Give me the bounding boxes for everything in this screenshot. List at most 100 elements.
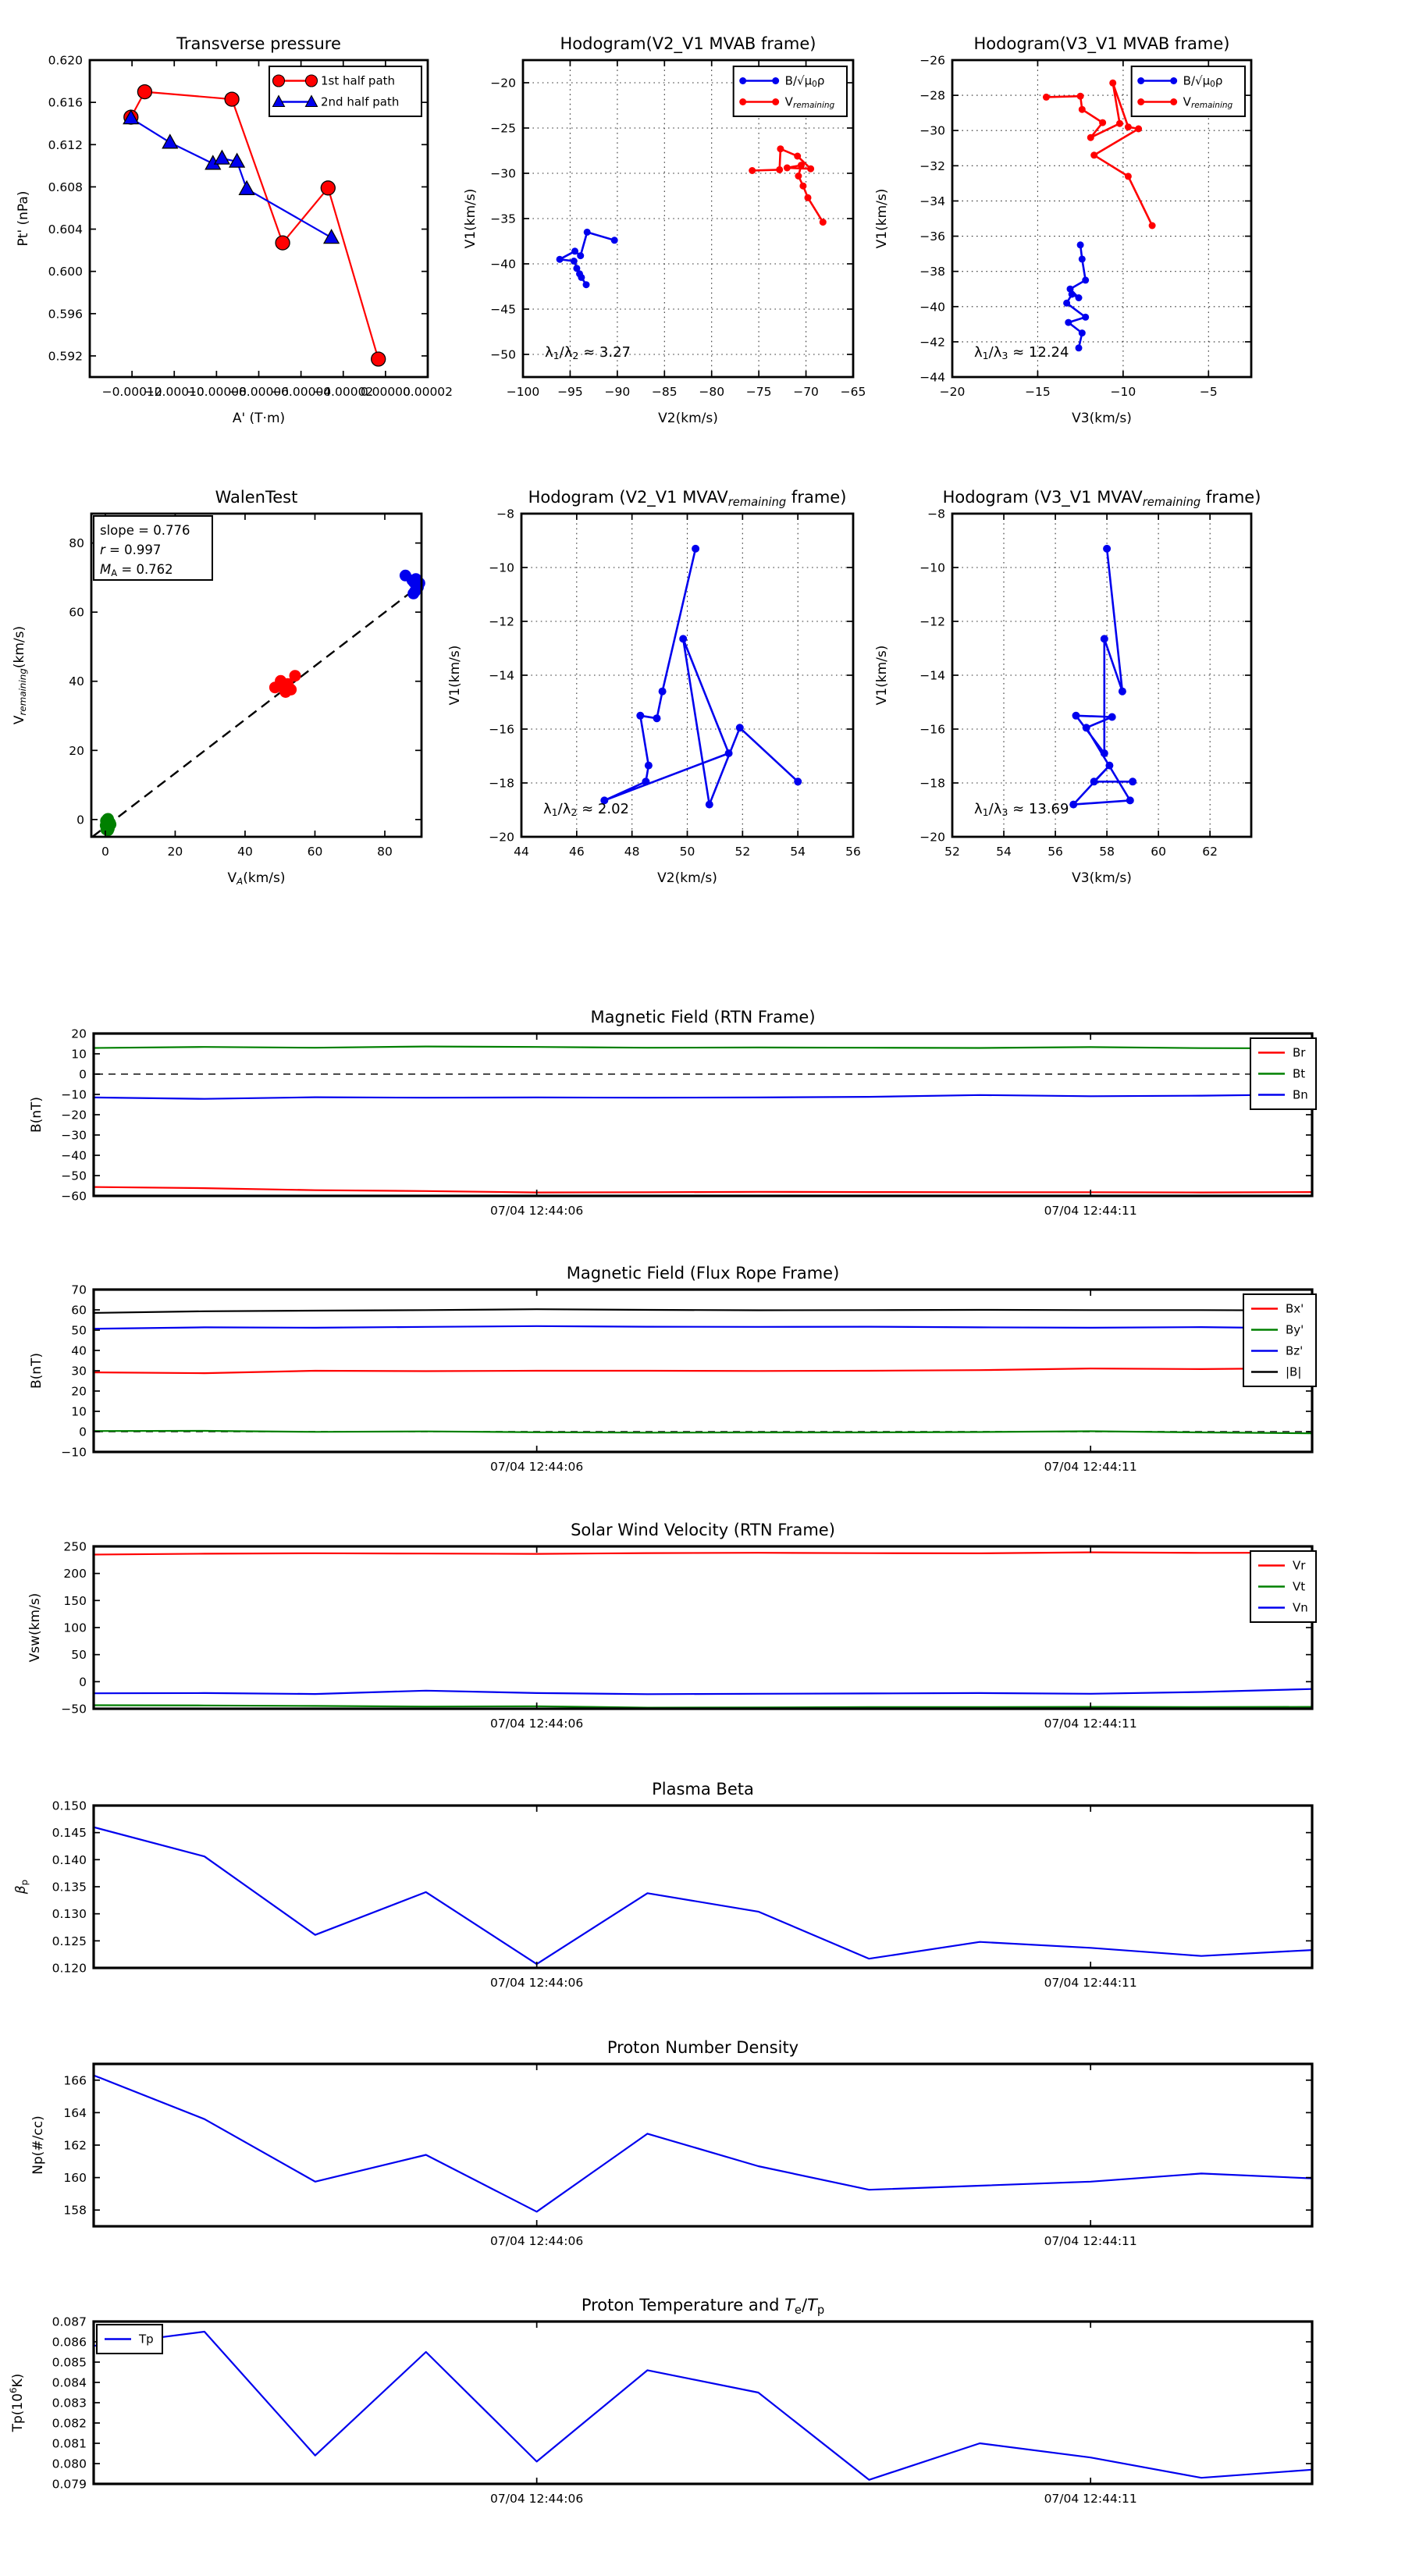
svg-text:−10: −10 <box>61 1446 87 1460</box>
svg-text:B/√μ0ρ: B/√μ0ρ <box>785 74 825 90</box>
svg-text:βp: βp <box>13 1880 30 1895</box>
svg-text:60: 60 <box>308 845 323 859</box>
svg-text:0.00000: 0.00000 <box>361 385 411 399</box>
svg-text:−95: −95 <box>557 385 583 399</box>
svg-text:−26: −26 <box>919 54 945 68</box>
svg-text:B(nT): B(nT) <box>29 1353 44 1389</box>
svg-text:0.135: 0.135 <box>52 1880 87 1895</box>
chart-hodogram-v3v1-mvav: 52 54 56 58 60 62 −20 −18 −16 −14 −12 −10 −8Hodogram… <box>874 488 1261 886</box>
svg-text:−70: −70 <box>793 385 819 399</box>
svg-text:−50: −50 <box>61 1703 87 1717</box>
svg-text:07/04 12:44:06: 07/04 12:44:06 <box>490 2234 583 2248</box>
svg-text:Hodogram (V2_V1 MVAVremaining: Hodogram (V2_V1 MVAVremaining frame) <box>528 488 847 509</box>
svg-text:V3(km/s): V3(km/s) <box>1072 411 1132 426</box>
svg-text:80: 80 <box>377 845 393 859</box>
svg-text:−12: −12 <box>489 615 514 629</box>
svg-text:0.612: 0.612 <box>48 138 83 152</box>
svg-text:0.608: 0.608 <box>48 180 83 194</box>
chart-plasma-beta: 07/04 12:44:06 07/04 12:44:11 0.120 0.125 0.… <box>13 1780 1314 1990</box>
svg-text:−75: −75 <box>746 385 772 399</box>
svg-text:80: 80 <box>69 536 84 550</box>
svg-text:−35: −35 <box>490 212 516 226</box>
svg-text:−80: −80 <box>699 385 724 399</box>
svg-text:20: 20 <box>69 744 84 758</box>
svg-text:0: 0 <box>79 1068 87 1082</box>
svg-text:−10: −10 <box>919 561 945 575</box>
svg-text:0.592: 0.592 <box>48 349 83 363</box>
svg-text:V2(km/s): V2(km/s) <box>658 411 718 426</box>
svg-text:0.130: 0.130 <box>52 1907 87 1921</box>
svg-text:40: 40 <box>69 674 84 688</box>
svg-text:MA = 0.762: MA = 0.762 <box>100 562 173 578</box>
svg-text:−65: −65 <box>841 385 866 399</box>
svg-text:−16: −16 <box>489 723 514 737</box>
chart-proton-number-density: 07/04 12:44:06 07/04 12:44:11 158 160 162 164… <box>30 2038 1314 2248</box>
svg-text:Bt: Bt <box>1293 1067 1305 1081</box>
svg-text:−28: −28 <box>919 89 945 103</box>
svg-text:0: 0 <box>76 813 84 827</box>
svg-text:54: 54 <box>996 845 1012 859</box>
svg-text:−36: −36 <box>919 229 945 244</box>
svg-text:0: 0 <box>101 845 109 859</box>
svg-text:60: 60 <box>71 1304 87 1318</box>
svg-text:52: 52 <box>735 845 750 859</box>
svg-text:V3(km/s): V3(km/s) <box>1072 870 1132 886</box>
svg-text:0: 0 <box>79 1675 87 1689</box>
svg-text:48: 48 <box>624 845 640 859</box>
svg-text:−20: −20 <box>489 831 514 845</box>
svg-text:−10: −10 <box>489 561 514 575</box>
svg-text:−32: −32 <box>919 159 945 173</box>
chart-transverse-pressure: −0.00012−0.00010−0.00008−0.00006−0.00004… <box>16 34 453 426</box>
svg-text:46: 46 <box>569 845 585 859</box>
svg-text:−34: −34 <box>919 194 945 208</box>
chart-hodogram-v2v1-mvab: −100 −95 −90 −85 −80 −75 −70 −65 −50 −45 −40 −35 −30… <box>463 34 866 426</box>
chart-hodogram-v3v1-mvab: −20 −15 −10 −5 −44 −42 −40 −38 −36 −34 −32 −30 −28 −2… <box>874 34 1253 426</box>
svg-text:40: 40 <box>237 845 253 859</box>
svg-text:−20: −20 <box>61 1108 87 1123</box>
svg-text:0.600: 0.600 <box>48 265 83 279</box>
svg-text:−12: −12 <box>919 615 945 629</box>
svg-text:Solar Wind Velocity (RTN Frame: Solar Wind Velocity (RTN Frame) <box>571 1521 835 1539</box>
svg-text:Np(#/cc): Np(#/cc) <box>30 2115 46 2174</box>
svg-text:−16: −16 <box>919 723 945 737</box>
svg-text:−44: −44 <box>919 371 945 385</box>
svg-text:60: 60 <box>69 606 84 620</box>
svg-text:Bx': Bx' <box>1286 1302 1304 1316</box>
svg-text:−0.00002: −0.00002 <box>313 385 373 399</box>
svg-text:Vremaining: Vremaining <box>1183 95 1233 111</box>
svg-text:V1(km/s): V1(km/s) <box>447 646 463 706</box>
svg-text:−5: −5 <box>1200 385 1218 399</box>
svg-text:−0.00010: −0.00010 <box>144 385 205 399</box>
svg-text:07/04 12:44:11: 07/04 12:44:11 <box>1044 2234 1137 2248</box>
chart-magnetic-field-flux-rope: 07/04 12:44:06 07/04 12:44:11 −10 0 10 20 30 40… <box>29 1264 1317 1474</box>
svg-text:20: 20 <box>71 1027 87 1041</box>
svg-text:V1(km/s): V1(km/s) <box>463 189 478 249</box>
svg-text:Transverse pressure: Transverse pressure <box>176 34 341 53</box>
svg-text:Hodogram (V3_V1 MVAVremaining: Hodogram (V3_V1 MVAVremaining frame) <box>943 488 1261 509</box>
chart-walen-test: 0 20 40 60 80 0 20 40 60 80 WalenTest VA(km/s) Vrema… <box>12 488 425 887</box>
svg-text:Hodogram(V3_V1 MVAB frame): Hodogram(V3_V1 MVAB frame) <box>974 34 1230 54</box>
svg-text:10: 10 <box>71 1405 87 1419</box>
svg-text:62: 62 <box>1202 845 1218 859</box>
chart-hodogram-v2v1-mvav: 44 46 48 50 52 54 56 −20 −18 −16 −14 −12 −10 −8 Hodogr… <box>447 488 861 886</box>
svg-text:0.125: 0.125 <box>52 1934 87 1948</box>
svg-text:Vn: Vn <box>1293 1601 1308 1615</box>
svg-text:−20: −20 <box>940 385 966 399</box>
svg-text:A' (T·m): A' (T·m) <box>233 411 285 426</box>
svg-text:200: 200 <box>63 1567 87 1581</box>
svg-text:166: 166 <box>63 2073 87 2087</box>
svg-text:Bz': Bz' <box>1286 1344 1303 1358</box>
svg-text:0.150: 0.150 <box>52 1799 87 1813</box>
svg-text:−0.00004: −0.00004 <box>271 385 331 399</box>
svg-text:Proton Number Density: Proton Number Density <box>607 2038 799 2057</box>
svg-text:58: 58 <box>1099 845 1115 859</box>
svg-text:0.081: 0.081 <box>52 2437 87 2451</box>
svg-text:164: 164 <box>63 2106 87 2120</box>
chart-proton-temperature: 07/04 12:44:06 07/04 12:44:11 0.079 0.080 0.… <box>8 2296 1314 2506</box>
svg-text:40: 40 <box>71 1344 87 1358</box>
svg-text:52: 52 <box>944 845 960 859</box>
svg-text:Br: Br <box>1293 1046 1306 1060</box>
svg-text:2nd half path: 2nd half path <box>321 95 399 109</box>
svg-text:−8: −8 <box>927 507 945 521</box>
svg-text:−0.00012: −0.00012 <box>102 385 162 399</box>
